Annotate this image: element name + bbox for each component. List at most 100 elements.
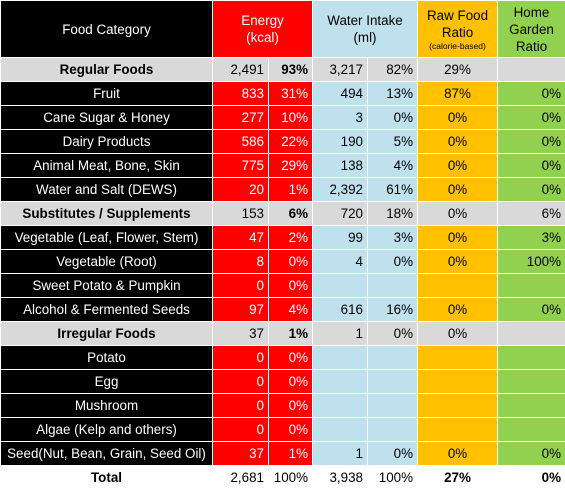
category-cell: Alcohol & Fermented Seeds bbox=[1, 298, 213, 322]
raw-food-ratio: 0% bbox=[418, 442, 498, 466]
energy-percent: 10% bbox=[269, 106, 313, 130]
raw-food-ratio bbox=[418, 370, 498, 394]
home-garden-ratio bbox=[498, 346, 565, 370]
water-percent: 16% bbox=[368, 298, 418, 322]
energy-percent: 0% bbox=[269, 394, 313, 418]
home-garden-ratio: 0% bbox=[498, 298, 565, 322]
water-percent: 0% bbox=[368, 106, 418, 130]
energy-value: 97 bbox=[213, 298, 269, 322]
food-table-sheet: Food Category Energy (kcal) Water Intake… bbox=[0, 0, 565, 473]
category-cell: Irregular Foods bbox=[1, 322, 213, 346]
energy-percent: 0% bbox=[269, 370, 313, 394]
water-percent: 4% bbox=[368, 154, 418, 178]
energy-value: 0 bbox=[213, 418, 269, 442]
raw-food-ratio: 0% bbox=[418, 298, 498, 322]
energy-percent: 1% bbox=[269, 442, 313, 466]
header-energy: Energy (kcal) bbox=[213, 1, 313, 58]
water-percent: 82% bbox=[368, 58, 418, 82]
home-garden-ratio bbox=[498, 394, 565, 418]
energy-percent: 100% bbox=[269, 466, 313, 490]
energy-percent: 6% bbox=[269, 202, 313, 226]
raw-food-ratio bbox=[418, 274, 498, 298]
home-garden-ratio: 3% bbox=[498, 226, 565, 250]
energy-value: 0 bbox=[213, 274, 269, 298]
water-percent: 3% bbox=[368, 226, 418, 250]
energy-percent: 0% bbox=[269, 418, 313, 442]
category-cell: Water and Salt (DEWS) bbox=[1, 178, 213, 202]
home-garden-ratio: 0% bbox=[498, 466, 565, 490]
energy-percent: 22% bbox=[269, 130, 313, 154]
home-garden-ratio: 100% bbox=[498, 250, 565, 274]
water-value bbox=[313, 346, 368, 370]
water-value: 3,938 bbox=[313, 466, 368, 490]
water-percent bbox=[368, 370, 418, 394]
raw-food-ratio: 87% bbox=[418, 82, 498, 106]
category-cell: Algae (Kelp and others) bbox=[1, 418, 213, 442]
water-percent bbox=[368, 346, 418, 370]
header-row: Food Category Energy (kcal) Water Intake… bbox=[1, 1, 565, 58]
energy-percent: 2% bbox=[269, 226, 313, 250]
category-cell: Vegetable (Root) bbox=[1, 250, 213, 274]
category-cell: Animal Meat, Bone, Skin bbox=[1, 154, 213, 178]
energy-value: 0 bbox=[213, 346, 269, 370]
raw-food-ratio: 0% bbox=[418, 178, 498, 202]
home-garden-ratio bbox=[498, 322, 565, 346]
water-value bbox=[313, 394, 368, 418]
water-value bbox=[313, 418, 368, 442]
raw-food-ratio bbox=[418, 394, 498, 418]
water-value: 190 bbox=[313, 130, 368, 154]
water-value: 3,217 bbox=[313, 58, 368, 82]
raw-food-ratio: 0% bbox=[418, 226, 498, 250]
energy-value: 20 bbox=[213, 178, 269, 202]
raw-food-ratio bbox=[418, 346, 498, 370]
water-percent: 0% bbox=[368, 250, 418, 274]
energy-percent: 1% bbox=[269, 178, 313, 202]
energy-value: 0 bbox=[213, 370, 269, 394]
home-garden-ratio: 0% bbox=[498, 130, 565, 154]
header-water-intake: Water Intake (ml) bbox=[313, 1, 418, 58]
energy-value: 37 bbox=[213, 322, 269, 346]
energy-value: 2,681 bbox=[213, 466, 269, 490]
water-value: 494 bbox=[313, 82, 368, 106]
raw-food-ratio: 0% bbox=[418, 106, 498, 130]
water-percent bbox=[368, 394, 418, 418]
water-value: 1 bbox=[313, 322, 368, 346]
category-cell: Fruit bbox=[1, 82, 213, 106]
raw-food-ratio: 29% bbox=[418, 58, 498, 82]
category-cell: Seed(Nut, Bean, Grain, Seed Oil) bbox=[1, 442, 213, 466]
category-cell: Sweet Potato & Pumpkin bbox=[1, 274, 213, 298]
water-value bbox=[313, 274, 368, 298]
water-value: 1 bbox=[313, 442, 368, 466]
water-value: 616 bbox=[313, 298, 368, 322]
energy-percent: 0% bbox=[269, 250, 313, 274]
water-percent: 18% bbox=[368, 202, 418, 226]
energy-value: 8 bbox=[213, 250, 269, 274]
energy-value: 153 bbox=[213, 202, 269, 226]
raw-food-ratio: 0% bbox=[418, 130, 498, 154]
home-garden-ratio bbox=[498, 418, 565, 442]
energy-percent: 31% bbox=[269, 82, 313, 106]
energy-value: 833 bbox=[213, 82, 269, 106]
energy-value: 0 bbox=[213, 394, 269, 418]
water-value: 138 bbox=[313, 154, 368, 178]
home-garden-ratio: 0% bbox=[498, 154, 565, 178]
energy-percent: 0% bbox=[269, 274, 313, 298]
water-percent: 13% bbox=[368, 82, 418, 106]
header-raw-food-ratio: Raw Food Ratio (calorie-based) bbox=[418, 1, 498, 58]
category-cell: Substitutes / Supplements bbox=[1, 202, 213, 226]
energy-percent: 1% bbox=[269, 322, 313, 346]
